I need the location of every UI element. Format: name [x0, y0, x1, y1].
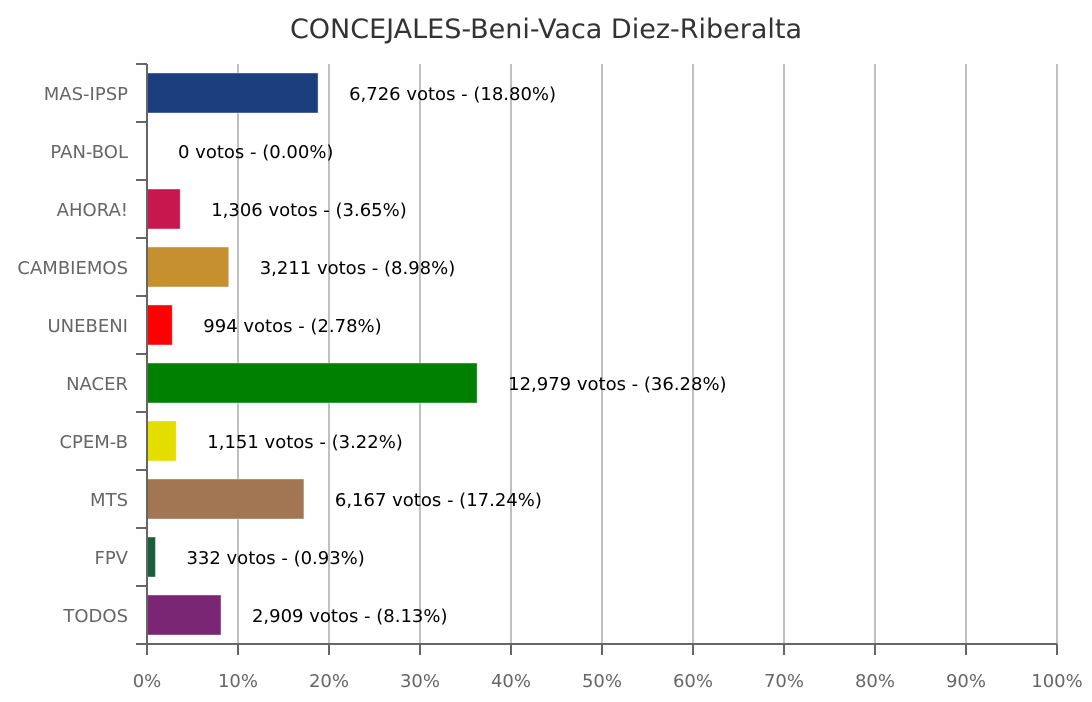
y-tick-label: CAMBIEMOS — [17, 258, 128, 279]
x-tick-label: 20% — [309, 671, 349, 692]
bar[interactable] — [146, 536, 156, 578]
y-tick-label: TODOS — [62, 606, 128, 627]
y-tick-label: NACER — [66, 374, 128, 395]
x-tick-label: 70% — [764, 671, 804, 692]
data-label: 3,211 votos - (8.98%) — [260, 258, 456, 279]
y-tick-label: UNEBENI — [47, 316, 128, 337]
y-tick-label: MAS-IPSP — [44, 84, 128, 105]
bar[interactable] — [146, 246, 230, 288]
data-label: 1,306 votos - (3.65%) — [211, 200, 407, 221]
bar[interactable] — [146, 594, 222, 636]
y-tick-label: FPV — [94, 548, 128, 569]
x-tick-label: 10% — [218, 671, 258, 692]
y-tick-label: MTS — [90, 490, 128, 511]
y-tick-label: PAN-BOL — [50, 142, 128, 163]
bar[interactable] — [146, 478, 305, 520]
bar[interactable] — [146, 72, 319, 114]
x-tick-label: 80% — [855, 671, 895, 692]
bar[interactable] — [146, 362, 478, 404]
x-tick-label: 90% — [946, 671, 986, 692]
data-label: 994 votos - (2.78%) — [203, 316, 381, 337]
data-label: 332 votos - (0.93%) — [186, 548, 364, 569]
data-label: 1,151 votos - (3.22%) — [207, 432, 403, 453]
x-tick-label: 60% — [673, 671, 713, 692]
y-tick-label: AHORA! — [57, 200, 128, 221]
x-tick-label: 0% — [133, 671, 162, 692]
data-label: 6,167 votos - (17.24%) — [335, 490, 542, 511]
y-tick-label: CPEM-B — [59, 432, 128, 453]
bar[interactable] — [146, 188, 181, 230]
data-label: 12,979 votos - (36.28%) — [508, 374, 726, 395]
x-tick-label: 100% — [1031, 671, 1082, 692]
bar[interactable] — [146, 420, 177, 462]
bar[interactable] — [146, 304, 173, 346]
data-label: 2,909 votos - (8.13%) — [252, 606, 448, 627]
x-tick-label: 50% — [582, 671, 622, 692]
data-label: 0 votos - (0.00%) — [178, 142, 333, 163]
x-tick-label: 30% — [400, 671, 440, 692]
x-tick-label: 40% — [491, 671, 531, 692]
chart-title: CONCEJALES-Beni-Vaca Diez-Riberalta — [290, 14, 802, 45]
data-label: 6,726 votos - (18.80%) — [349, 84, 556, 105]
